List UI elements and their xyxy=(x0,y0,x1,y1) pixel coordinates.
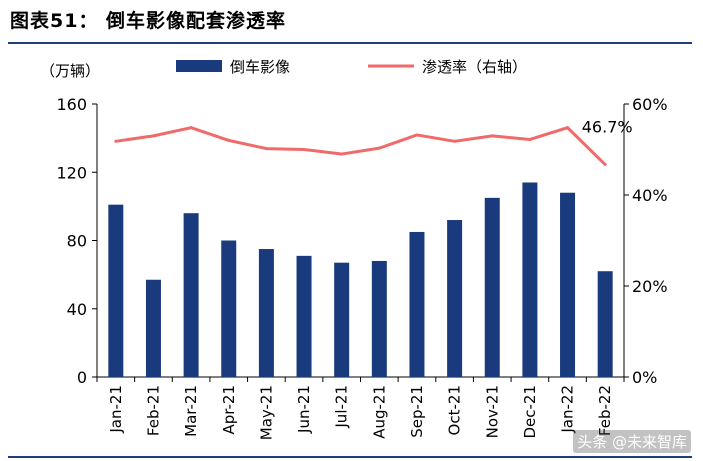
bar xyxy=(371,260,387,377)
line-point xyxy=(528,137,532,141)
annotations: 46.7% xyxy=(582,118,633,137)
figure-title: 图表51： 倒车影像配套渗透率 xyxy=(10,10,287,32)
legend-bar-label: 倒车影像 xyxy=(230,58,290,76)
bar xyxy=(183,213,199,377)
x-tick-label: Jan-22 xyxy=(559,385,577,434)
x-tick-label: Oct-21 xyxy=(446,385,464,435)
right-tick-label: 40% xyxy=(632,186,668,205)
x-tick-label: Feb-22 xyxy=(596,385,614,436)
bar xyxy=(560,192,576,377)
x-tick-label: Jan-21 xyxy=(107,385,125,434)
bar xyxy=(221,240,237,377)
bar xyxy=(522,182,538,377)
bar xyxy=(447,220,463,377)
left-tick-label: 120 xyxy=(56,163,87,182)
line-point xyxy=(377,146,381,150)
line-point xyxy=(340,152,344,156)
line-point xyxy=(415,133,419,137)
left-tick-label: 160 xyxy=(56,95,87,114)
left-tick-label: 40 xyxy=(67,300,87,319)
x-tick-label: Nov-21 xyxy=(483,385,501,438)
x-tick-label: Sep-21 xyxy=(408,385,426,438)
left-axis-unit: （万辆） xyxy=(40,62,100,80)
line-point xyxy=(151,134,155,138)
legend-bar-swatch xyxy=(176,60,222,72)
line-point xyxy=(227,138,231,142)
line-point xyxy=(189,126,193,130)
left-axis-ticks: 0 40 80 120 160 xyxy=(56,95,97,387)
line-point xyxy=(302,148,306,151)
right-axis-ticks: 0% 20% 40% 60% xyxy=(624,95,668,387)
line-series xyxy=(114,126,607,167)
right-tick-label: 60% xyxy=(632,95,668,114)
axes xyxy=(96,104,625,378)
x-tick-label: Jul-21 xyxy=(333,385,351,429)
bar xyxy=(597,271,613,377)
line-point xyxy=(566,126,570,130)
bar xyxy=(296,255,312,377)
data-label: 46.7% xyxy=(582,118,633,137)
legend-line-label: 渗透率（右轴） xyxy=(422,58,527,76)
title-divider xyxy=(8,42,692,44)
left-tick-label: 80 xyxy=(67,232,87,251)
bar xyxy=(334,262,350,377)
line-point xyxy=(264,147,268,151)
bar xyxy=(409,231,425,377)
x-tick-label: May-21 xyxy=(257,385,275,440)
x-axis-ticks: Jan-21 Feb-21 Mar-21 Apr-21 May-21 Jun-21 Jul-… xyxy=(96,377,625,440)
x-tick-label: Aug-21 xyxy=(370,385,388,439)
left-tick-label: 0 xyxy=(77,368,87,387)
x-tick-label: Feb-21 xyxy=(144,385,162,436)
line-point xyxy=(603,163,607,167)
line-point xyxy=(490,134,494,138)
x-tick-label: Mar-21 xyxy=(182,385,200,437)
legend: 倒车影像 渗透率（右轴） xyxy=(176,58,527,76)
watermark: 头条 @未来智库 xyxy=(573,430,691,453)
bar xyxy=(258,249,274,377)
line-point xyxy=(114,139,118,143)
right-tick-label: 0% xyxy=(632,368,657,387)
bar xyxy=(108,204,124,377)
bottom-divider xyxy=(8,456,692,458)
bar xyxy=(484,197,500,377)
x-tick-label: Apr-21 xyxy=(220,385,238,435)
line-point xyxy=(453,139,457,143)
penetration-line xyxy=(115,126,607,166)
bar-series xyxy=(108,182,613,377)
x-tick-label: Dec-21 xyxy=(521,385,539,439)
x-tick-label: Jun-21 xyxy=(295,385,313,434)
bar xyxy=(145,279,161,377)
right-tick-label: 20% xyxy=(632,277,668,296)
